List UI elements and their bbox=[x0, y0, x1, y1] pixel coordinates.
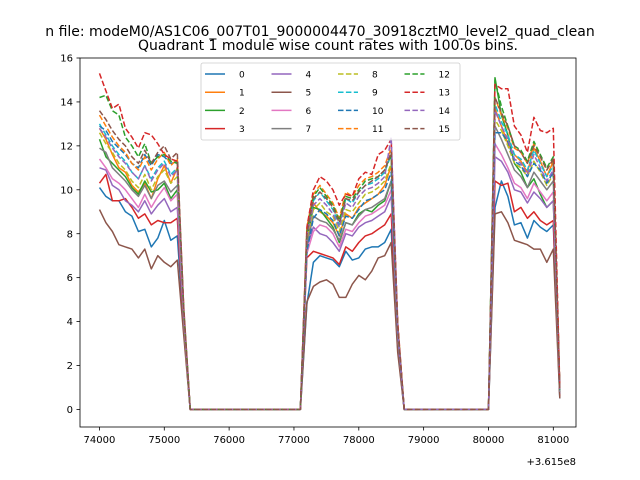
y-tick-label: 0 bbox=[67, 405, 73, 416]
y-tick-label: 8 bbox=[67, 229, 73, 240]
legend-label-0: 0 bbox=[239, 71, 245, 81]
legend-label-9: 9 bbox=[372, 89, 378, 99]
y-tick-label: 14 bbox=[60, 98, 73, 109]
series-line-12 bbox=[99, 79, 561, 411]
y-tick-label: 16 bbox=[60, 54, 73, 65]
x-tick-label: 76000 bbox=[213, 435, 245, 446]
x-tick-label: 78000 bbox=[343, 435, 375, 446]
legend-frame bbox=[200, 62, 461, 141]
figure-suptitle: n file: modeM0/AS1C06_007T01_9000004470_… bbox=[45, 24, 594, 40]
legend-label-5: 5 bbox=[306, 89, 312, 99]
legend-label-2: 2 bbox=[239, 107, 245, 117]
legend-label-3: 3 bbox=[239, 125, 245, 135]
x-tick-label: 77000 bbox=[278, 435, 310, 446]
x-offset-label: +3.615e8 bbox=[526, 457, 576, 468]
legend-label-10: 10 bbox=[372, 107, 384, 117]
legend-label-7: 7 bbox=[306, 125, 312, 135]
x-tick-label: 75000 bbox=[148, 435, 180, 446]
series-line-13 bbox=[98, 73, 561, 411]
axes-frame bbox=[79, 57, 577, 428]
x-tick-label: 81000 bbox=[537, 435, 569, 446]
legend-label-15: 15 bbox=[439, 125, 450, 135]
x-tick-label: 79000 bbox=[408, 435, 440, 446]
chart-title: Quadrant 1 module wise count rates with … bbox=[138, 38, 518, 54]
y-tick-label: 10 bbox=[60, 185, 73, 196]
legend-label-12: 12 bbox=[439, 71, 450, 81]
legend-label-8: 8 bbox=[372, 71, 378, 81]
x-tick-label: 74000 bbox=[84, 435, 116, 446]
plot-area: 74000 75000 76000 77000 78000 79000 80000 81000… bbox=[60, 54, 577, 468]
y-tick-label: 12 bbox=[60, 141, 73, 152]
x-tick-label: 80000 bbox=[473, 435, 505, 446]
legend-label-6: 6 bbox=[306, 107, 312, 117]
y-tick-label: 2 bbox=[67, 361, 73, 372]
legend-label-14: 14 bbox=[439, 107, 451, 117]
series-line-15 bbox=[98, 96, 561, 411]
legend-label-13: 13 bbox=[439, 89, 450, 99]
y-tick-label: 6 bbox=[67, 273, 73, 284]
legend-label-4: 4 bbox=[306, 71, 312, 81]
legend-label-11: 11 bbox=[372, 125, 383, 135]
legend-label-1: 1 bbox=[239, 89, 245, 99]
y-tick-label: 4 bbox=[67, 317, 73, 328]
